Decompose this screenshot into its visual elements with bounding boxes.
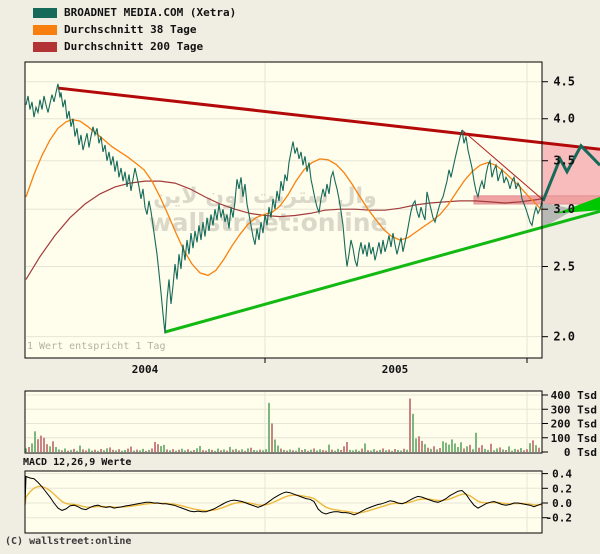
x-axis-label-2005: 2005 (381, 363, 409, 376)
legend-row-ma38: Durchschnitt 38 Tage (33, 21, 236, 38)
legend-label-price: BROADNET MEDIA.COM (Xetra) (64, 6, 237, 19)
copyright-text: (C) wallstreet:online (5, 536, 132, 547)
legend-row-price: BROADNET MEDIA.COM (Xetra) (33, 4, 236, 21)
scale-footnote: 1 Wert entspricht 1 Tag (27, 341, 166, 352)
volume-axis-label: 200 Tsd (551, 418, 597, 431)
volume-axis-label: 0 Tsd (564, 446, 597, 459)
macd-line (24, 475, 543, 516)
volume-axis-label: 400 Tsd (551, 389, 597, 402)
volume-axis-label: 100 Tsd (551, 432, 597, 445)
price-axis-label: 4.0 (553, 112, 575, 126)
volume-axis-label: 300 Tsd (551, 403, 597, 416)
macd-axis-label: 0.4 (552, 468, 572, 481)
resistance-trendline (57, 86, 600, 151)
macd-axis-label: 0.2 (552, 482, 572, 495)
legend-swatch-ma200 (33, 41, 57, 52)
legend-label-ma38: Durchschnitt 38 Tage (64, 23, 197, 36)
price-axis-label: 3.0 (553, 202, 575, 216)
legend-label-ma200: Durchschnitt 200 Tage (64, 40, 204, 53)
price-axis-label: 2.5 (553, 260, 575, 274)
forecast-zigzag (541, 143, 600, 202)
price-axis-label: 3.5 (553, 154, 575, 168)
chart-series (24, 83, 600, 516)
legend-swatch-price (33, 7, 57, 18)
price-axis-label: 2.0 (553, 330, 575, 344)
legend-row-ma200: Durchschnitt 200 Tage (33, 38, 236, 55)
macd-axis-label: 0.0 (552, 497, 572, 510)
legend: BROADNET MEDIA.COM (Xetra) Durchschnitt … (33, 4, 236, 55)
ma38-line (25, 118, 543, 277)
inner-trendline (461, 129, 544, 201)
volume-bars (25, 398, 540, 452)
chart-background (25, 62, 542, 533)
x-axis-label-2004: 2004 (131, 363, 159, 376)
ma200-line (25, 180, 543, 280)
support-trendline (164, 209, 600, 334)
macd-panel-label: MACD 12,26,9 Werte (23, 457, 132, 468)
price-axis-label: 4.5 (553, 75, 575, 89)
macd-axis-label: -0.2 (546, 512, 573, 525)
price-line (25, 83, 543, 334)
legend-swatch-ma38 (33, 24, 57, 35)
